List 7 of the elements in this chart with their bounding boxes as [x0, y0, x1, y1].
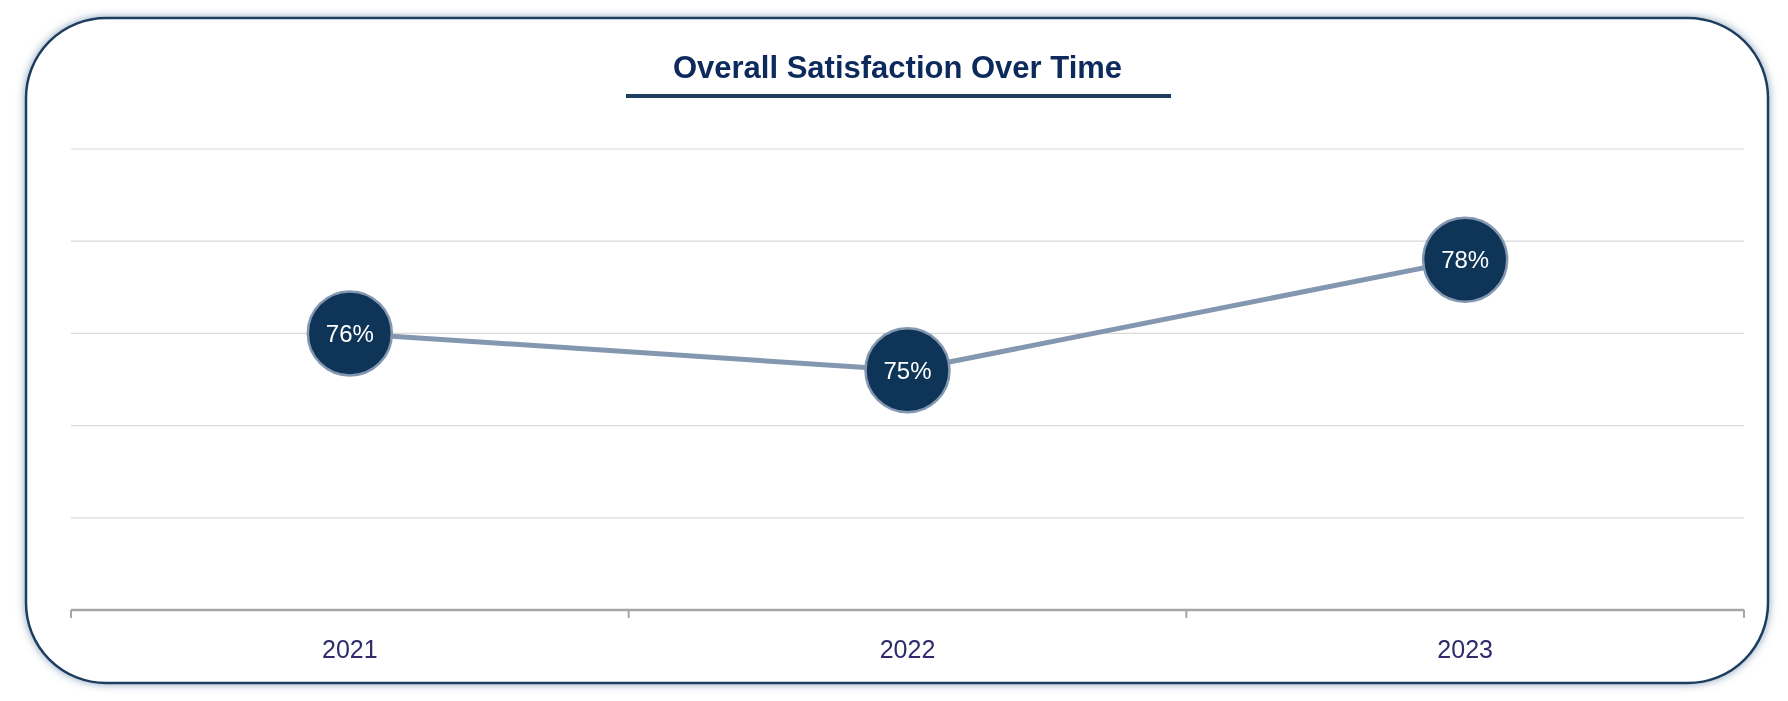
data-label: 75%	[883, 356, 932, 384]
chart-title: Overall Satisfaction Over Time	[672, 50, 1123, 85]
data-label: 76%	[325, 319, 374, 347]
x-tick-label: 2023	[1437, 635, 1493, 663]
data-label: 78%	[1441, 246, 1490, 274]
x-tick-label: 2022	[879, 635, 936, 663]
x-tick-label: 2021	[322, 635, 378, 663]
